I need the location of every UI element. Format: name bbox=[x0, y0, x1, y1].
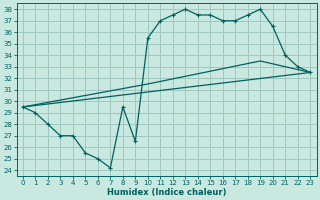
X-axis label: Humidex (Indice chaleur): Humidex (Indice chaleur) bbox=[107, 188, 226, 197]
